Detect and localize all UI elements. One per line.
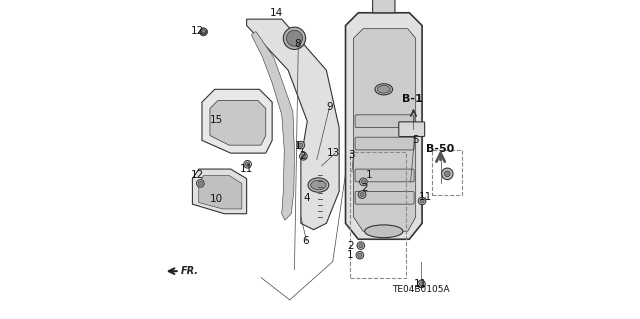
Circle shape <box>418 280 425 288</box>
Circle shape <box>360 178 367 186</box>
Circle shape <box>358 191 366 198</box>
Text: 5: 5 <box>412 135 419 145</box>
Text: FR.: FR. <box>180 266 198 276</box>
Text: 6: 6 <box>302 236 309 246</box>
Polygon shape <box>353 29 416 231</box>
Circle shape <box>196 180 204 187</box>
Polygon shape <box>346 13 422 239</box>
Text: 1: 1 <box>366 170 372 180</box>
Ellipse shape <box>378 85 390 93</box>
Circle shape <box>300 152 307 160</box>
Text: 11: 11 <box>419 192 432 202</box>
Circle shape <box>202 30 205 34</box>
FancyBboxPatch shape <box>355 137 414 150</box>
Circle shape <box>299 143 303 147</box>
Polygon shape <box>202 89 272 153</box>
Text: 15: 15 <box>210 115 223 125</box>
Text: 9: 9 <box>326 102 333 112</box>
Text: 13: 13 <box>327 148 340 158</box>
Ellipse shape <box>365 225 403 238</box>
Polygon shape <box>210 100 266 145</box>
Text: 12: 12 <box>191 170 204 180</box>
Circle shape <box>244 160 252 168</box>
Text: 2: 2 <box>299 151 306 161</box>
FancyBboxPatch shape <box>399 122 424 137</box>
Circle shape <box>442 168 453 180</box>
Text: TE04B0105A: TE04B0105A <box>392 285 450 294</box>
FancyBboxPatch shape <box>355 115 414 128</box>
Circle shape <box>357 242 365 249</box>
Circle shape <box>202 30 205 33</box>
Circle shape <box>200 28 207 34</box>
Polygon shape <box>252 32 294 220</box>
Circle shape <box>420 199 424 203</box>
Circle shape <box>246 162 250 167</box>
Text: 2: 2 <box>362 182 368 193</box>
Circle shape <box>287 30 303 46</box>
Polygon shape <box>246 19 339 230</box>
Text: 14: 14 <box>270 8 284 19</box>
Circle shape <box>284 27 306 49</box>
FancyBboxPatch shape <box>355 191 414 204</box>
Circle shape <box>361 180 365 184</box>
Circle shape <box>359 243 363 248</box>
Text: 1: 1 <box>294 141 301 151</box>
Circle shape <box>360 192 364 197</box>
Text: 2: 2 <box>347 241 354 251</box>
Polygon shape <box>199 175 242 209</box>
Circle shape <box>358 253 362 257</box>
Text: 4: 4 <box>304 193 310 203</box>
Text: 12: 12 <box>191 26 204 36</box>
FancyBboxPatch shape <box>355 169 414 182</box>
Text: 10: 10 <box>210 194 223 204</box>
Circle shape <box>356 251 364 259</box>
Circle shape <box>297 141 305 149</box>
Ellipse shape <box>311 180 326 190</box>
Polygon shape <box>193 169 246 214</box>
Ellipse shape <box>308 178 329 192</box>
Circle shape <box>419 197 426 205</box>
Circle shape <box>444 171 450 177</box>
Text: B-50: B-50 <box>426 144 454 154</box>
Polygon shape <box>372 0 395 13</box>
Text: 11: 11 <box>239 164 253 174</box>
Circle shape <box>301 154 305 159</box>
Text: 8: 8 <box>294 39 301 49</box>
Ellipse shape <box>375 84 392 95</box>
Text: 11: 11 <box>414 279 427 289</box>
Text: 1: 1 <box>347 250 354 260</box>
Text: B-1: B-1 <box>402 94 423 104</box>
Circle shape <box>200 28 207 36</box>
Circle shape <box>419 282 424 286</box>
Circle shape <box>198 181 202 186</box>
Text: 3: 3 <box>349 150 355 160</box>
